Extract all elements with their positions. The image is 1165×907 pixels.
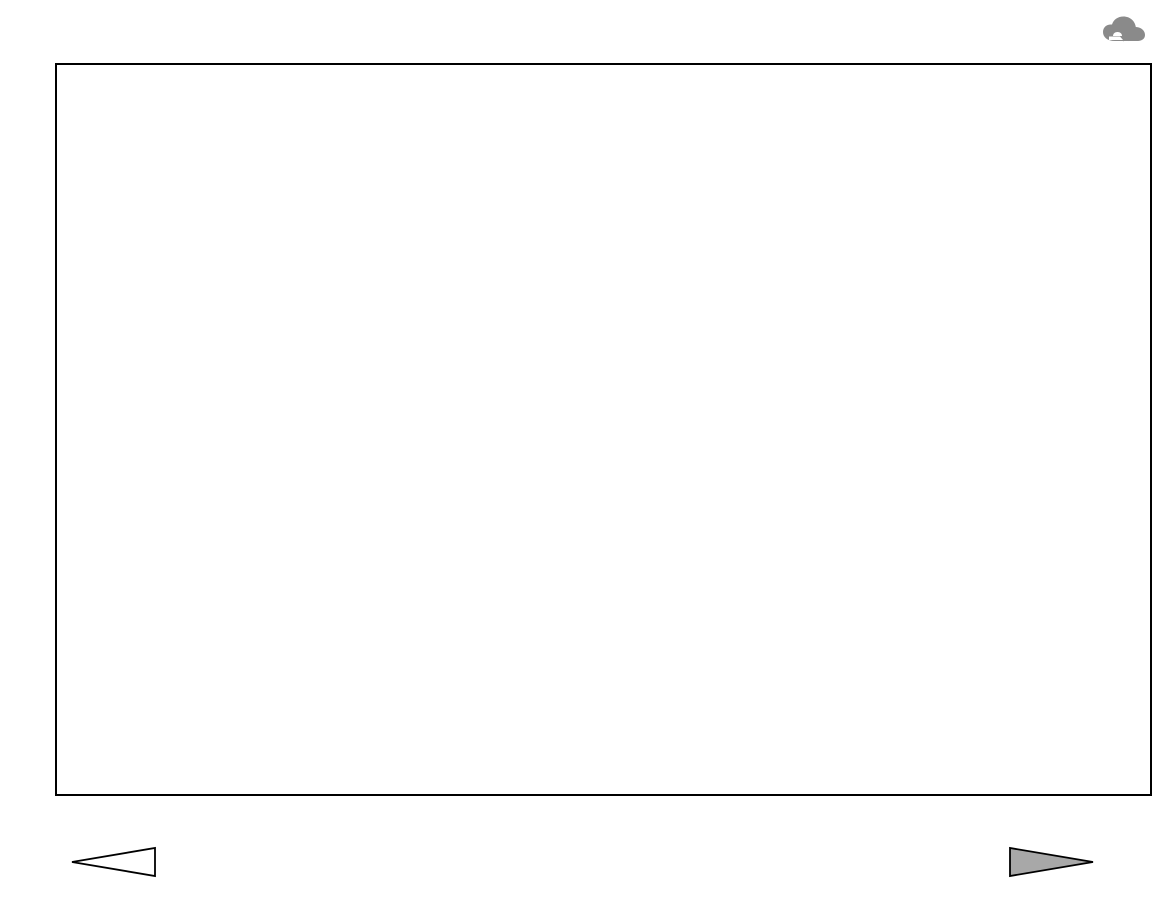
dust-load-map — [57, 65, 1150, 794]
map-plot-area[interactable] — [55, 63, 1152, 796]
colorbar-legend — [0, 845, 1165, 907]
cloud-wind-icon — [1101, 16, 1147, 50]
chart-header — [0, 0, 1165, 58]
seevccc-logo — [1101, 16, 1153, 50]
colorbar-extend-arrows — [71, 846, 1094, 878]
colorbar-cells — [155, 848, 1010, 876]
